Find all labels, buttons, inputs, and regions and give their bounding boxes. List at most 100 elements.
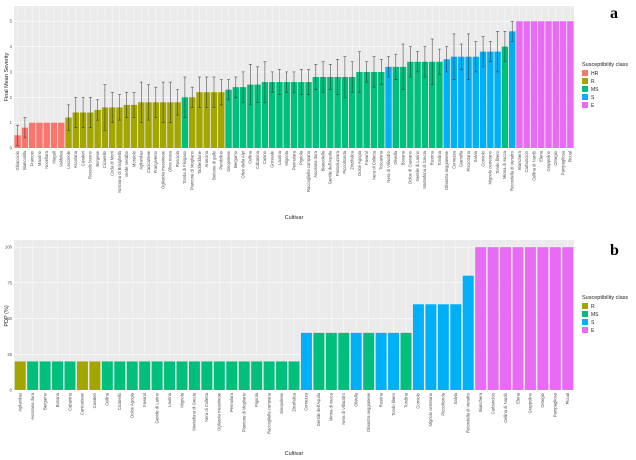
bar [350, 332, 362, 390]
bar [494, 51, 501, 149]
x-tick-label: Favarol [364, 151, 369, 165]
x-tick-label: Salvia [473, 150, 478, 162]
x-tick-label: Pisciottana [466, 150, 471, 171]
x-tick-label: Grappolino [546, 150, 551, 171]
panel-b-y-axis-label: PDP (%) [4, 305, 10, 326]
bar [428, 61, 436, 148]
bar [312, 77, 320, 148]
bar [487, 51, 494, 149]
x-tick-label: Raccogliella campana [306, 150, 311, 192]
x-tick-label: Olivastra seggianese [444, 150, 449, 190]
x-tick-label: Tondo libero [391, 392, 396, 415]
bar [458, 56, 465, 148]
bar [545, 21, 552, 148]
bar [164, 361, 176, 390]
y-tick-label: 0 [10, 388, 13, 393]
x-tick-label: Cellina di Nardò [503, 392, 508, 422]
x-tick-label: Elena [515, 392, 520, 403]
x-tick-label: Ciciarello [117, 392, 122, 410]
x-tick-label: Biancolella [320, 150, 325, 171]
panel-b-bars [14, 247, 574, 390]
bar [116, 107, 123, 148]
bar [305, 82, 312, 148]
x-tick-label: Nera di Colletta [371, 150, 376, 180]
x-tick-label: Carbuncion [490, 392, 495, 414]
x-tick-label: Mignolo cerretano [428, 392, 433, 426]
x-tick-label: Taddeddone [197, 150, 202, 174]
x-tick-label: Omegio [553, 150, 558, 165]
panel-b-chart: b 0 25 50 75 100 Agliandau Ascolana dura Berga… [4, 240, 628, 457]
x-tick-label: Leccinole [66, 150, 71, 168]
x-tick-label: Minna di vacca [502, 150, 507, 179]
x-tick-label: Cellina di Nardò [531, 150, 536, 180]
x-tick-label: Picual [568, 151, 573, 162]
x-tick-label: Montefona di Grecia [192, 392, 197, 430]
x-tick-label: Biancolilla [22, 150, 27, 170]
bar [436, 61, 443, 148]
panel-a-x-ticks: Ghiacciolo Biancolilla Frantoio Maurino Noce… [15, 150, 573, 193]
x-tick-label: Laurina [277, 150, 282, 165]
x-tick-label: Elena [539, 150, 544, 161]
legend-swatch [582, 102, 588, 108]
x-tick-label: Pignola [299, 150, 304, 165]
x-tick-label: Bergamo [42, 392, 47, 410]
bar [152, 102, 160, 148]
legend-label: MS [591, 312, 599, 318]
y-tick-label: 25 [7, 352, 12, 357]
legend-label: HR [591, 71, 599, 77]
bar [176, 361, 188, 390]
bar [465, 56, 472, 148]
bar [139, 361, 151, 390]
bar [552, 21, 560, 148]
panel-a-y-ticks: 0 1 2 3 4 5 [10, 19, 13, 151]
legend-label: R [591, 304, 595, 310]
x-tick-label: Maurino [37, 150, 42, 166]
x-tick-label: Passoluzzara [335, 150, 340, 176]
x-tick-label: Ghiacciolo [15, 150, 20, 170]
x-tick-label: Ascolana dura [313, 150, 318, 177]
bar [437, 304, 449, 390]
x-tick-label: Bottone di gallo [211, 150, 216, 180]
bar [523, 21, 530, 148]
x-tick-label: Gentile di Larino [415, 150, 420, 181]
bar [188, 97, 196, 148]
bar [130, 104, 138, 148]
x-tick-label: Zinzifalica [291, 392, 296, 411]
panel-b-legend-title: Susceptibility class [582, 295, 628, 301]
x-tick-label: Nostrana di Brisighella [117, 150, 122, 193]
bar [319, 77, 327, 148]
x-tick-label: Rosciola [175, 150, 180, 167]
panel-a-bars [14, 21, 574, 149]
x-tick-label: Cabanina [67, 392, 72, 411]
bar [567, 21, 574, 148]
bar [52, 361, 64, 390]
bar [334, 77, 341, 148]
bar [276, 82, 283, 148]
legend-swatch [582, 94, 588, 100]
x-tick-label: Pignola [254, 392, 259, 407]
bar [64, 361, 76, 390]
y-tick-label: 5 [10, 19, 13, 24]
legend-label: S [591, 320, 595, 326]
bar [28, 122, 36, 148]
x-tick-label: Raccogliella campana [266, 392, 271, 434]
bar [421, 61, 429, 148]
bar [239, 87, 247, 148]
bar [254, 84, 261, 148]
bar [226, 361, 238, 390]
legend-label: MS [591, 87, 599, 93]
bar [203, 92, 210, 148]
panel-b-x-axis-label: Cultivar [285, 451, 304, 457]
bar [145, 102, 152, 148]
legend-swatch [582, 327, 588, 333]
x-tick-label: Sinopolese [279, 392, 284, 413]
x-tick-label: Mignolo cerretano [488, 150, 493, 184]
bar [450, 56, 458, 148]
bar [313, 332, 325, 390]
panel-b-x-ticks: Agliandau Ascolana dura Bergamo Bosana Caban… [18, 392, 571, 434]
x-tick-label: Rossolo buono [88, 150, 93, 179]
bar [443, 59, 450, 148]
bar [407, 61, 414, 148]
bar [375, 332, 387, 390]
x-tick-label: Canicattese [146, 150, 151, 173]
